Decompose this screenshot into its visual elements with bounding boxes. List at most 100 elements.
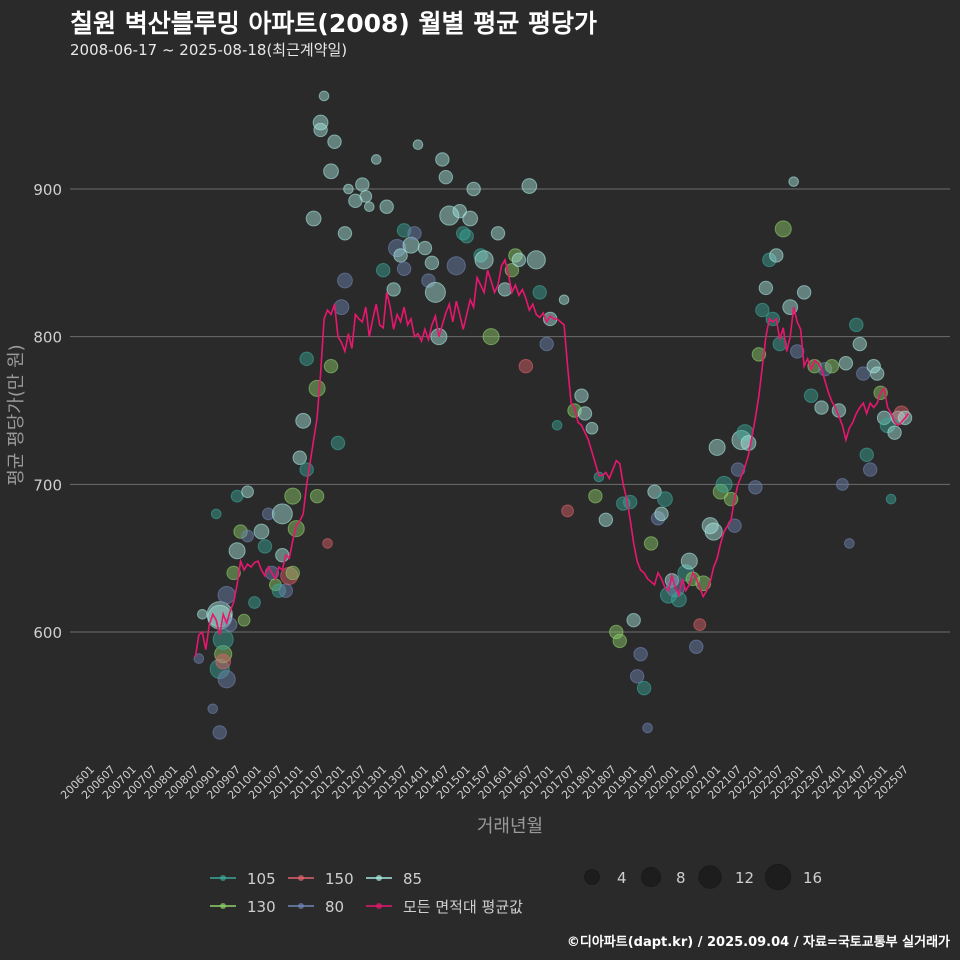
scatter-point bbox=[612, 633, 627, 649]
legend-label: 85 bbox=[403, 870, 422, 888]
y-tick-label: 700 bbox=[33, 476, 62, 494]
scatter-point bbox=[521, 178, 538, 194]
scatter-point bbox=[439, 205, 460, 226]
scatter-point bbox=[740, 435, 757, 451]
scatter-point bbox=[561, 504, 574, 518]
scatter-point bbox=[762, 252, 777, 268]
scatter-point bbox=[796, 285, 812, 300]
scatter-point bbox=[788, 176, 799, 187]
legend-swatch-dot bbox=[376, 903, 382, 909]
scatter-point bbox=[421, 273, 436, 288]
scatter-point bbox=[693, 618, 707, 631]
scatter-point bbox=[323, 163, 339, 180]
scatter-point bbox=[643, 536, 659, 551]
scatter-point bbox=[284, 487, 302, 505]
scatter-point bbox=[852, 336, 867, 352]
scatter-point bbox=[701, 517, 719, 535]
scatter-point bbox=[551, 419, 563, 431]
legend-size-circle bbox=[640, 866, 662, 888]
scatter-point bbox=[305, 210, 322, 227]
scatter-point bbox=[226, 565, 241, 581]
scatter-point bbox=[271, 503, 293, 525]
legend-size-circle bbox=[698, 865, 722, 889]
scatter-point bbox=[278, 583, 294, 598]
scatter-point bbox=[228, 542, 246, 560]
legend-label: 80 bbox=[325, 898, 344, 916]
scatter-point bbox=[708, 438, 726, 456]
legend-swatch-dot bbox=[376, 875, 382, 881]
scatter-point bbox=[539, 336, 554, 352]
scatter-point bbox=[844, 538, 855, 549]
scatter-point bbox=[588, 488, 603, 504]
scatter-point bbox=[417, 240, 433, 256]
legend-label: 모든 면적대 평균값 bbox=[403, 898, 523, 916]
scatter-point bbox=[295, 412, 312, 429]
scatter-point bbox=[585, 421, 599, 435]
scatter-point bbox=[824, 358, 840, 374]
scatter-point bbox=[318, 90, 330, 102]
scatter-point bbox=[313, 122, 328, 138]
scatter-point bbox=[758, 280, 774, 296]
scatter-point bbox=[337, 226, 353, 241]
legend-size-item: 12 bbox=[698, 865, 754, 889]
scatter-point bbox=[609, 624, 624, 640]
scatter-point bbox=[197, 608, 208, 620]
scatter-point bbox=[748, 480, 763, 495]
scatter-point bbox=[241, 485, 254, 499]
scatter-point bbox=[866, 358, 881, 374]
scatter-point bbox=[393, 248, 408, 263]
legend: 105 150 85 130 80 모든 면적대 평균값 4 8 12 16 bbox=[210, 863, 822, 916]
scatter-point bbox=[262, 507, 275, 521]
scatter-point bbox=[876, 410, 892, 426]
scatter-point bbox=[233, 524, 248, 539]
scatter-point bbox=[593, 471, 605, 483]
legend-swatch-dot bbox=[220, 875, 226, 881]
scatter-point bbox=[363, 201, 375, 213]
scatter-point bbox=[769, 248, 784, 263]
legend-swatch-dot bbox=[298, 903, 304, 909]
scatter-point bbox=[859, 447, 874, 463]
scatter-point bbox=[817, 361, 833, 377]
legend-item: 130 bbox=[210, 898, 276, 916]
scatter-point bbox=[659, 586, 677, 604]
scatter-point bbox=[856, 366, 871, 381]
scatter-point bbox=[511, 252, 527, 268]
scatter-point bbox=[412, 139, 424, 150]
scatter-point bbox=[407, 226, 422, 241]
scatter-point bbox=[323, 358, 339, 374]
x-tick-labels: 2006012006072007012007072008012008072009… bbox=[58, 763, 911, 802]
scatter-point bbox=[626, 612, 641, 628]
scatter-point bbox=[376, 263, 391, 278]
scatter-point bbox=[466, 181, 481, 197]
scatter-point bbox=[577, 406, 593, 421]
scatter-point bbox=[629, 669, 645, 684]
legend-size-circle bbox=[584, 869, 600, 885]
legend-size-item: 16 bbox=[764, 863, 822, 891]
scatter-point bbox=[370, 154, 382, 165]
scatter-point bbox=[386, 282, 401, 297]
scatter-point bbox=[299, 462, 314, 477]
legend-size-label: 8 bbox=[676, 869, 686, 887]
scatter-point bbox=[285, 565, 300, 581]
scatter-point bbox=[207, 703, 219, 715]
scatter-point bbox=[248, 596, 261, 609]
scatter-point bbox=[751, 347, 767, 362]
source-caption: ©디아파트(dapt.kr) / 2025.09.04 / 자료=국토교통부 실… bbox=[566, 935, 950, 950]
scatter-point bbox=[885, 493, 897, 505]
scatter-point bbox=[355, 177, 370, 192]
scatter-point bbox=[598, 512, 614, 527]
scatter-point bbox=[474, 250, 494, 270]
legend-size-label: 4 bbox=[617, 869, 627, 887]
scatter-point bbox=[849, 317, 864, 333]
chart-title: 칠원 벽산블루밍 아파트(2008) 월별 평균 평당가 bbox=[70, 9, 597, 38]
legend-item: 모든 면적대 평균값 bbox=[366, 898, 523, 916]
scatter-point bbox=[337, 272, 353, 289]
scatter-point bbox=[532, 285, 547, 300]
scatter-point bbox=[789, 344, 805, 359]
scatter-points bbox=[193, 90, 913, 740]
scatter-point bbox=[210, 508, 222, 520]
legend-size-item: 8 bbox=[640, 866, 686, 888]
scatter-point bbox=[774, 220, 792, 238]
scatter-point bbox=[863, 462, 878, 477]
